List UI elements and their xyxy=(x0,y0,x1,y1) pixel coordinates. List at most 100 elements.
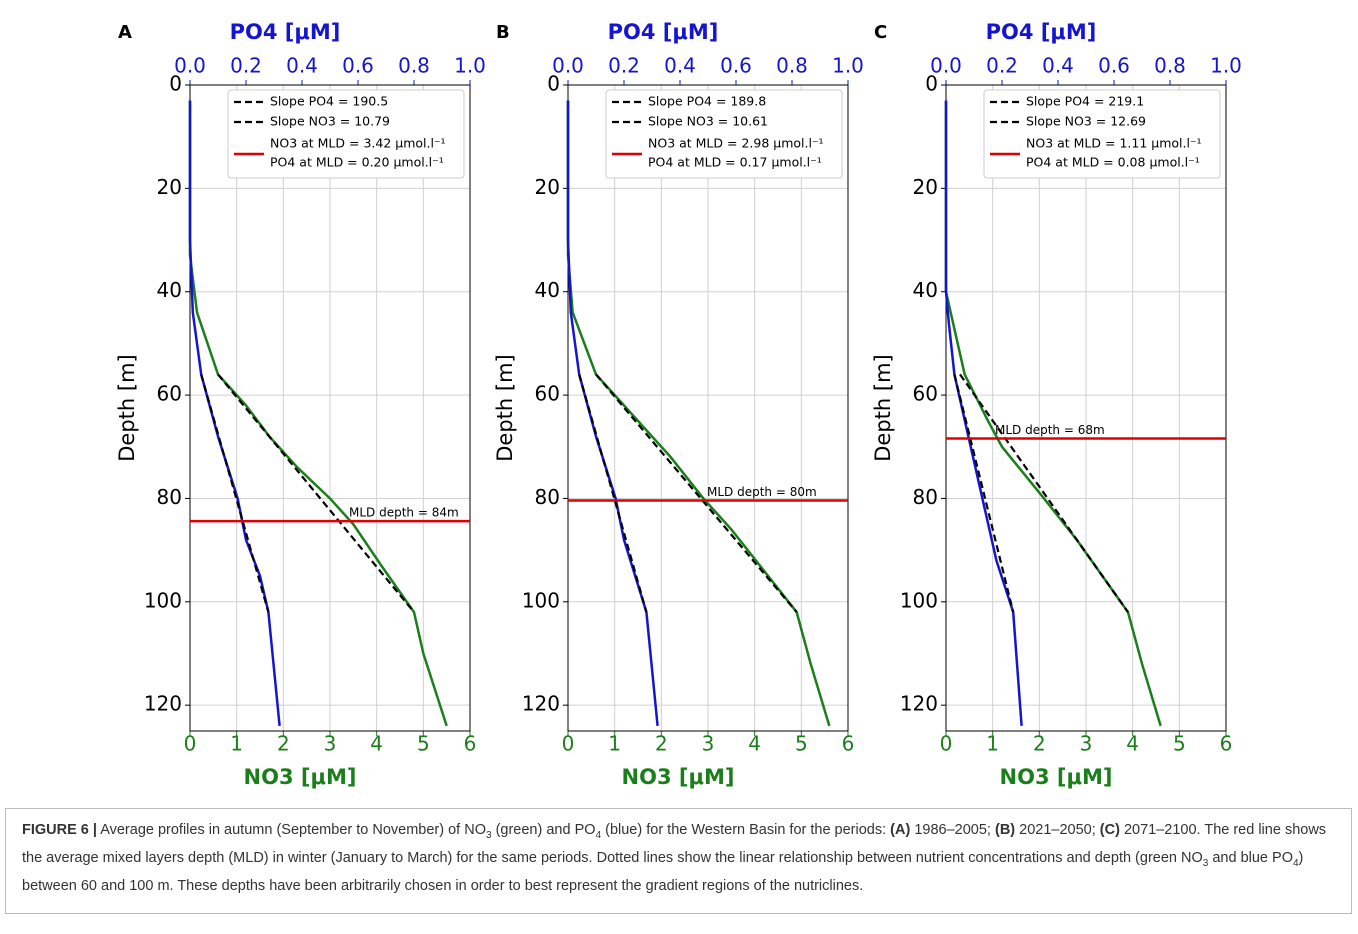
y-tick-label: 0 xyxy=(169,72,182,96)
x2-axis-label: PO4 [μM] xyxy=(230,20,341,44)
legend-label: Slope PO4 = 189.8 xyxy=(648,94,766,109)
x2-tick-label: 0.2 xyxy=(608,54,640,78)
caption-text: 2071–2100. The red line shows the averag… xyxy=(22,822,1327,866)
x-tick-label: 5 xyxy=(795,732,808,756)
x-tick-label: 6 xyxy=(1220,732,1233,756)
x-tick-label: 5 xyxy=(417,732,430,756)
mld-label: MLD depth = 84m xyxy=(349,506,459,520)
legend-label: Slope NO3 = 10.61 xyxy=(648,114,768,129)
fit-line xyxy=(200,374,270,613)
x2-tick-label: 0.8 xyxy=(1154,54,1186,78)
y-tick-label: 120 xyxy=(522,692,560,716)
x2-tick-label: 0.4 xyxy=(664,54,696,78)
caption-text: 4 xyxy=(1292,857,1299,869)
caption-text: (blue) for the Western Basin for the per… xyxy=(601,822,891,838)
legend-box xyxy=(227,89,465,179)
legend-label: NO3 at MLD = 3.42 μmol.l⁻¹ xyxy=(270,136,446,151)
y-tick-label: 100 xyxy=(900,588,938,612)
panel-label: C xyxy=(874,22,887,43)
caption-text: FIGURE 6 | xyxy=(22,822,97,838)
x-axis-label: NO3 [μM] xyxy=(622,765,735,789)
legend-label: Slope NO3 = 12.69 xyxy=(1026,114,1146,129)
panel-label: B xyxy=(496,22,510,43)
x-tick-label: 0 xyxy=(562,732,575,756)
caption-text: (green) and PO xyxy=(491,822,596,838)
y-tick-label: 40 xyxy=(157,278,182,302)
profile-line xyxy=(944,100,1023,726)
legend-label: Slope PO4 = 219.1 xyxy=(1026,94,1144,109)
caption-text: (C) xyxy=(1099,822,1120,838)
y-tick-label: 100 xyxy=(144,588,182,612)
x-tick-label: 0 xyxy=(184,732,197,756)
y-tick-label: 0 xyxy=(925,72,938,96)
legend-label: NO3 at MLD = 2.98 μmol.l⁻¹ xyxy=(648,136,824,151)
y-tick-label: 40 xyxy=(913,278,938,302)
x2-tick-label: 0.6 xyxy=(1098,54,1130,78)
legend-label: NO3 at MLD = 1.11 μmol.l⁻¹ xyxy=(1026,136,1202,151)
x2-tick-label: 0.4 xyxy=(286,54,318,78)
x-tick-label: 4 xyxy=(1126,732,1139,756)
x-tick-label: 1 xyxy=(986,732,999,756)
x-tick-label: 3 xyxy=(324,732,337,756)
y-tick-label: 120 xyxy=(900,692,938,716)
y-tick-label: 60 xyxy=(913,382,938,406)
x-tick-label: 4 xyxy=(748,732,761,756)
y-axis-label: Depth [m] xyxy=(871,354,895,461)
x-tick-label: 2 xyxy=(277,732,290,756)
legend-label: Slope NO3 = 10.79 xyxy=(270,114,390,129)
x2-tick-label: 0.2 xyxy=(986,54,1018,78)
x-tick-label: 0 xyxy=(940,732,953,756)
fit-line xyxy=(217,373,415,613)
legend-label: PO4 at MLD = 0.08 μmol.l⁻¹ xyxy=(1026,155,1200,170)
figure: A PO4 [μM]NO3 [μM]Depth [m]02040608010012… xyxy=(115,20,1242,789)
x2-tick-label: 1.0 xyxy=(832,54,864,78)
plot-frame xyxy=(189,84,471,732)
y-axis-label: Depth [m] xyxy=(493,354,517,461)
x-tick-label: 5 xyxy=(1173,732,1186,756)
y-tick-label: 20 xyxy=(913,175,938,199)
plot-frame xyxy=(567,84,849,732)
fit-line xyxy=(959,373,1129,613)
legend-box xyxy=(983,89,1221,179)
caption-text: 3 xyxy=(1202,857,1209,869)
x2-tick-label: 1.0 xyxy=(454,54,486,78)
caption-text: Average profiles in autumn (September to… xyxy=(96,822,486,838)
fit-line xyxy=(578,374,648,613)
y-tick-label: 20 xyxy=(535,175,560,199)
x2-tick-label: 0.0 xyxy=(552,54,584,78)
fit-line xyxy=(953,374,1015,613)
y-tick-label: 0 xyxy=(547,72,560,96)
x-tick-label: 2 xyxy=(655,732,668,756)
x2-tick-label: 0.0 xyxy=(930,54,962,78)
x2-tick-label: 0.0 xyxy=(174,54,206,78)
x2-tick-label: 0.8 xyxy=(776,54,808,78)
caption-text: (B) xyxy=(994,822,1016,838)
caption-text: 4 xyxy=(595,829,602,841)
x-tick-label: 6 xyxy=(464,732,477,756)
profile-line xyxy=(566,100,659,726)
profile-line xyxy=(188,100,281,726)
y-tick-label: 60 xyxy=(535,382,560,406)
caption-text: (A) xyxy=(890,822,911,838)
x2-axis-label: PO4 [μM] xyxy=(986,20,1097,44)
x2-axis-label: PO4 [μM] xyxy=(608,20,719,44)
y-tick-label: 20 xyxy=(157,175,182,199)
x2-tick-label: 0.8 xyxy=(398,54,430,78)
legend-box xyxy=(605,89,843,179)
legend-label: PO4 at MLD = 0.17 μmol.l⁻¹ xyxy=(648,155,822,170)
x-tick-label: 6 xyxy=(842,732,855,756)
caption-text: 2021–2050; xyxy=(1015,822,1100,838)
x-tick-label: 1 xyxy=(608,732,621,756)
caption-text: 3 xyxy=(485,829,492,841)
x-axis-label: NO3 [μM] xyxy=(244,765,357,789)
x-tick-label: 1 xyxy=(230,732,243,756)
caption-text: ) between 60 and 100 m. These depths hav… xyxy=(22,849,1304,894)
y-tick-label: 120 xyxy=(144,692,182,716)
y-tick-label: 80 xyxy=(913,485,938,509)
profile-line xyxy=(944,100,1162,727)
profile-line xyxy=(566,100,831,727)
mld-label: MLD depth = 68m xyxy=(995,423,1105,437)
x2-tick-label: 0.4 xyxy=(1042,54,1074,78)
x2-tick-label: 0.6 xyxy=(720,54,752,78)
